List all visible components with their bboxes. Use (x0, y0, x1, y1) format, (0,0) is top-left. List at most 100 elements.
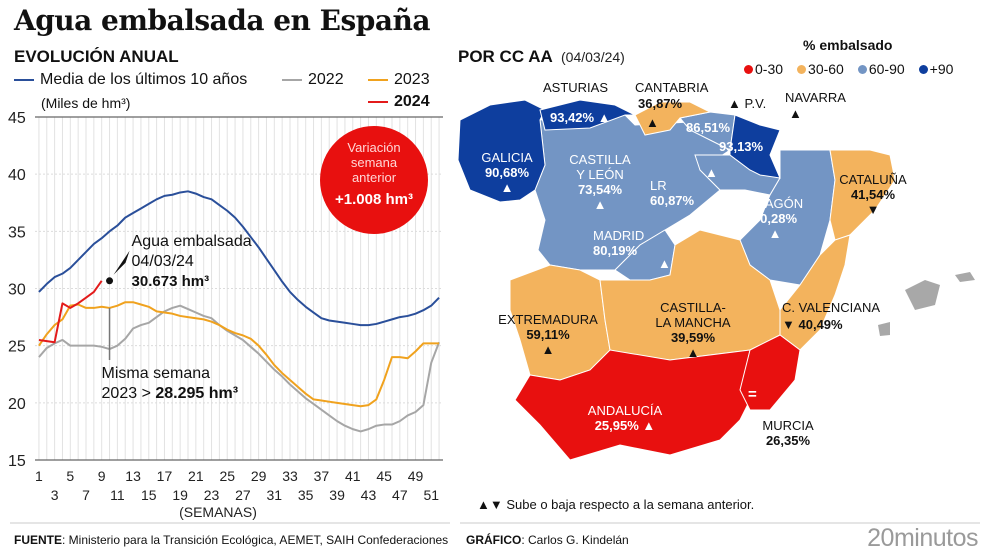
value-asturias: 93,42% ▲ (550, 110, 611, 125)
x-tick-label: 49 (408, 468, 424, 484)
series-line-media-de-los-últimos-10-años (38, 190, 440, 327)
y-tick-label: 45 (8, 110, 26, 127)
region-name: ANDALUCÍA (587, 403, 663, 418)
y-tick-label: 15 (8, 453, 26, 470)
x-tick-label: 39 (329, 487, 345, 503)
region-value: 73,54% (577, 182, 623, 197)
trend-up-icon: ▲ (728, 96, 741, 111)
region-value: 25,95% (594, 418, 639, 433)
region-galicia (457, 99, 546, 203)
map-date: (04/03/24) (561, 49, 625, 65)
y-tick-label: 25 (8, 339, 26, 356)
map-legend-item: +90 (918, 61, 954, 77)
weekly-variation-callout: Variación semana anterior +1.008 hm³ (320, 126, 428, 234)
x-tick-label: 37 (314, 468, 330, 484)
region-value: 70,28% (752, 211, 798, 226)
trend-up-icon: ▲ (500, 180, 514, 195)
label-pv: ▲ P.V. (728, 96, 766, 111)
callout-line: Variación (347, 140, 401, 155)
chart-annotations: Agua embalsada 04/03/24 30.673 hm³ Misma se… (102, 233, 252, 402)
region-value: 90,68% (484, 165, 530, 180)
y-tick-label: 20 (8, 396, 26, 413)
credit-text: : Carlos G. Kindelán (521, 533, 629, 547)
chart-subtitle: EVOLUCIÓN ANUAL (14, 47, 179, 66)
x-tick-label: 5 (66, 468, 74, 484)
trend-note: ▲▼ Sube o baja respecto a la semana ante… (477, 497, 754, 512)
label-extremadura: EXTREMADURA 59,11% ▲ (496, 312, 600, 357)
region-value: 40,49% (798, 317, 843, 332)
region-name: ARAGÓN (746, 196, 804, 211)
trend-down-icon: ▼ (782, 317, 795, 332)
legend-dot-red (744, 64, 753, 74)
x-tick-label: 43 (361, 487, 377, 503)
region-baleares-ibiza (878, 322, 890, 336)
annotation-line: Misma semana (102, 365, 211, 382)
label-galicia: GALICIA 90,68% ▲ (472, 150, 542, 195)
label-la-rioja: LR 60,87% (650, 178, 694, 208)
legend-label: Media de los últimos 10 años (40, 71, 248, 88)
footer-source: FUENTE: Ministerio para la Transición Ec… (14, 533, 448, 547)
x-tick-label: 17 (157, 468, 173, 484)
chart-lines (38, 190, 441, 433)
x-tick-label: 9 (98, 468, 106, 484)
region-valencia (779, 234, 851, 351)
trend-up-icon: ▲ (789, 106, 802, 121)
credit-label: GRÁFICO (466, 533, 522, 547)
x-tick-label: 35 (298, 487, 314, 503)
x-tick-label: 7 (82, 487, 90, 503)
legend-label: +90 (929, 61, 954, 77)
label-valencia: C. VALENCIANA (782, 300, 881, 315)
trend-up-icon: ▲ (705, 165, 718, 180)
region-name: Y LEÓN (576, 167, 624, 182)
x-tick-label: 47 (392, 487, 408, 503)
current-value-dot (106, 277, 114, 285)
trend-down-icon: ▼ (866, 202, 880, 217)
label-andalucia: ANDALUCÍA 25,95% ▲ (580, 403, 670, 433)
x-tick-label: 1 (35, 468, 43, 484)
callout-line: anterior (351, 170, 397, 185)
trend-up-icon: ▲ (541, 342, 555, 357)
region-name: EXTREMADURA (498, 312, 598, 327)
label-navarra: NAVARRA (785, 90, 846, 105)
value-valencia: ▼ 40,49% (782, 317, 843, 332)
legend-dot-darkblue (918, 64, 928, 74)
legend-item-2022: 2022 (282, 71, 344, 89)
region-cantabria (634, 101, 712, 136)
legend-label: 60-90 (868, 61, 905, 77)
x-tick-label: 21 (188, 468, 204, 484)
legend-item-2023: 2023 (368, 71, 430, 89)
x-tick-label: 23 (204, 487, 220, 503)
region-name: LA MANCHA (655, 315, 731, 330)
x-tick-label: 33 (282, 468, 298, 484)
callout-value: +1.008 hm³ (335, 191, 413, 208)
legend-dot-orange (797, 64, 807, 74)
legend-label: 2023 (394, 71, 430, 88)
x-tick-label: 11 (110, 487, 125, 503)
region-asturias (539, 99, 636, 131)
legend-swatch-2023 (368, 79, 388, 81)
y-tick-label: 40 (8, 167, 26, 184)
map-title: POR CC AA (458, 47, 553, 66)
legend-swatch-2024 (368, 101, 388, 103)
region-value: 93,42% (550, 110, 595, 125)
trend-up-icon: ▲ (658, 256, 671, 271)
label-asturias: ASTURIAS (543, 80, 609, 95)
map-legend-item: 0-30 (744, 61, 783, 77)
label-cataluna: CATALUÑA 41,54% ▼ (833, 172, 913, 217)
x-axis-ticks: 1 5 9 13 17 21 25 29 33 37 41 45 493 7 11 15 19 23 27 31 35 3… (35, 468, 439, 503)
y-axis-ticks: 15 20 25 30 35 40 45 (8, 110, 26, 470)
trend-up-icon: ▲ (646, 115, 659, 130)
map-legend-item: 30-60 (797, 61, 844, 77)
map-legend-item: 60-90 (857, 61, 905, 77)
region-name: CATALUÑA (839, 172, 907, 187)
trend-note-text: Sube o baja respecto a la semana anterio… (506, 497, 755, 512)
trend-up-icon: ▲ (593, 197, 607, 212)
brand-logo: 20minutos (867, 524, 978, 552)
x-tick-label: 27 (235, 487, 251, 503)
x-tick-label: 3 (51, 487, 59, 503)
x-tick-label: 45 (376, 468, 392, 484)
trend-equal-icon: = (748, 386, 757, 403)
footer-divider (460, 522, 980, 524)
region-baleares-menorca (955, 272, 975, 282)
